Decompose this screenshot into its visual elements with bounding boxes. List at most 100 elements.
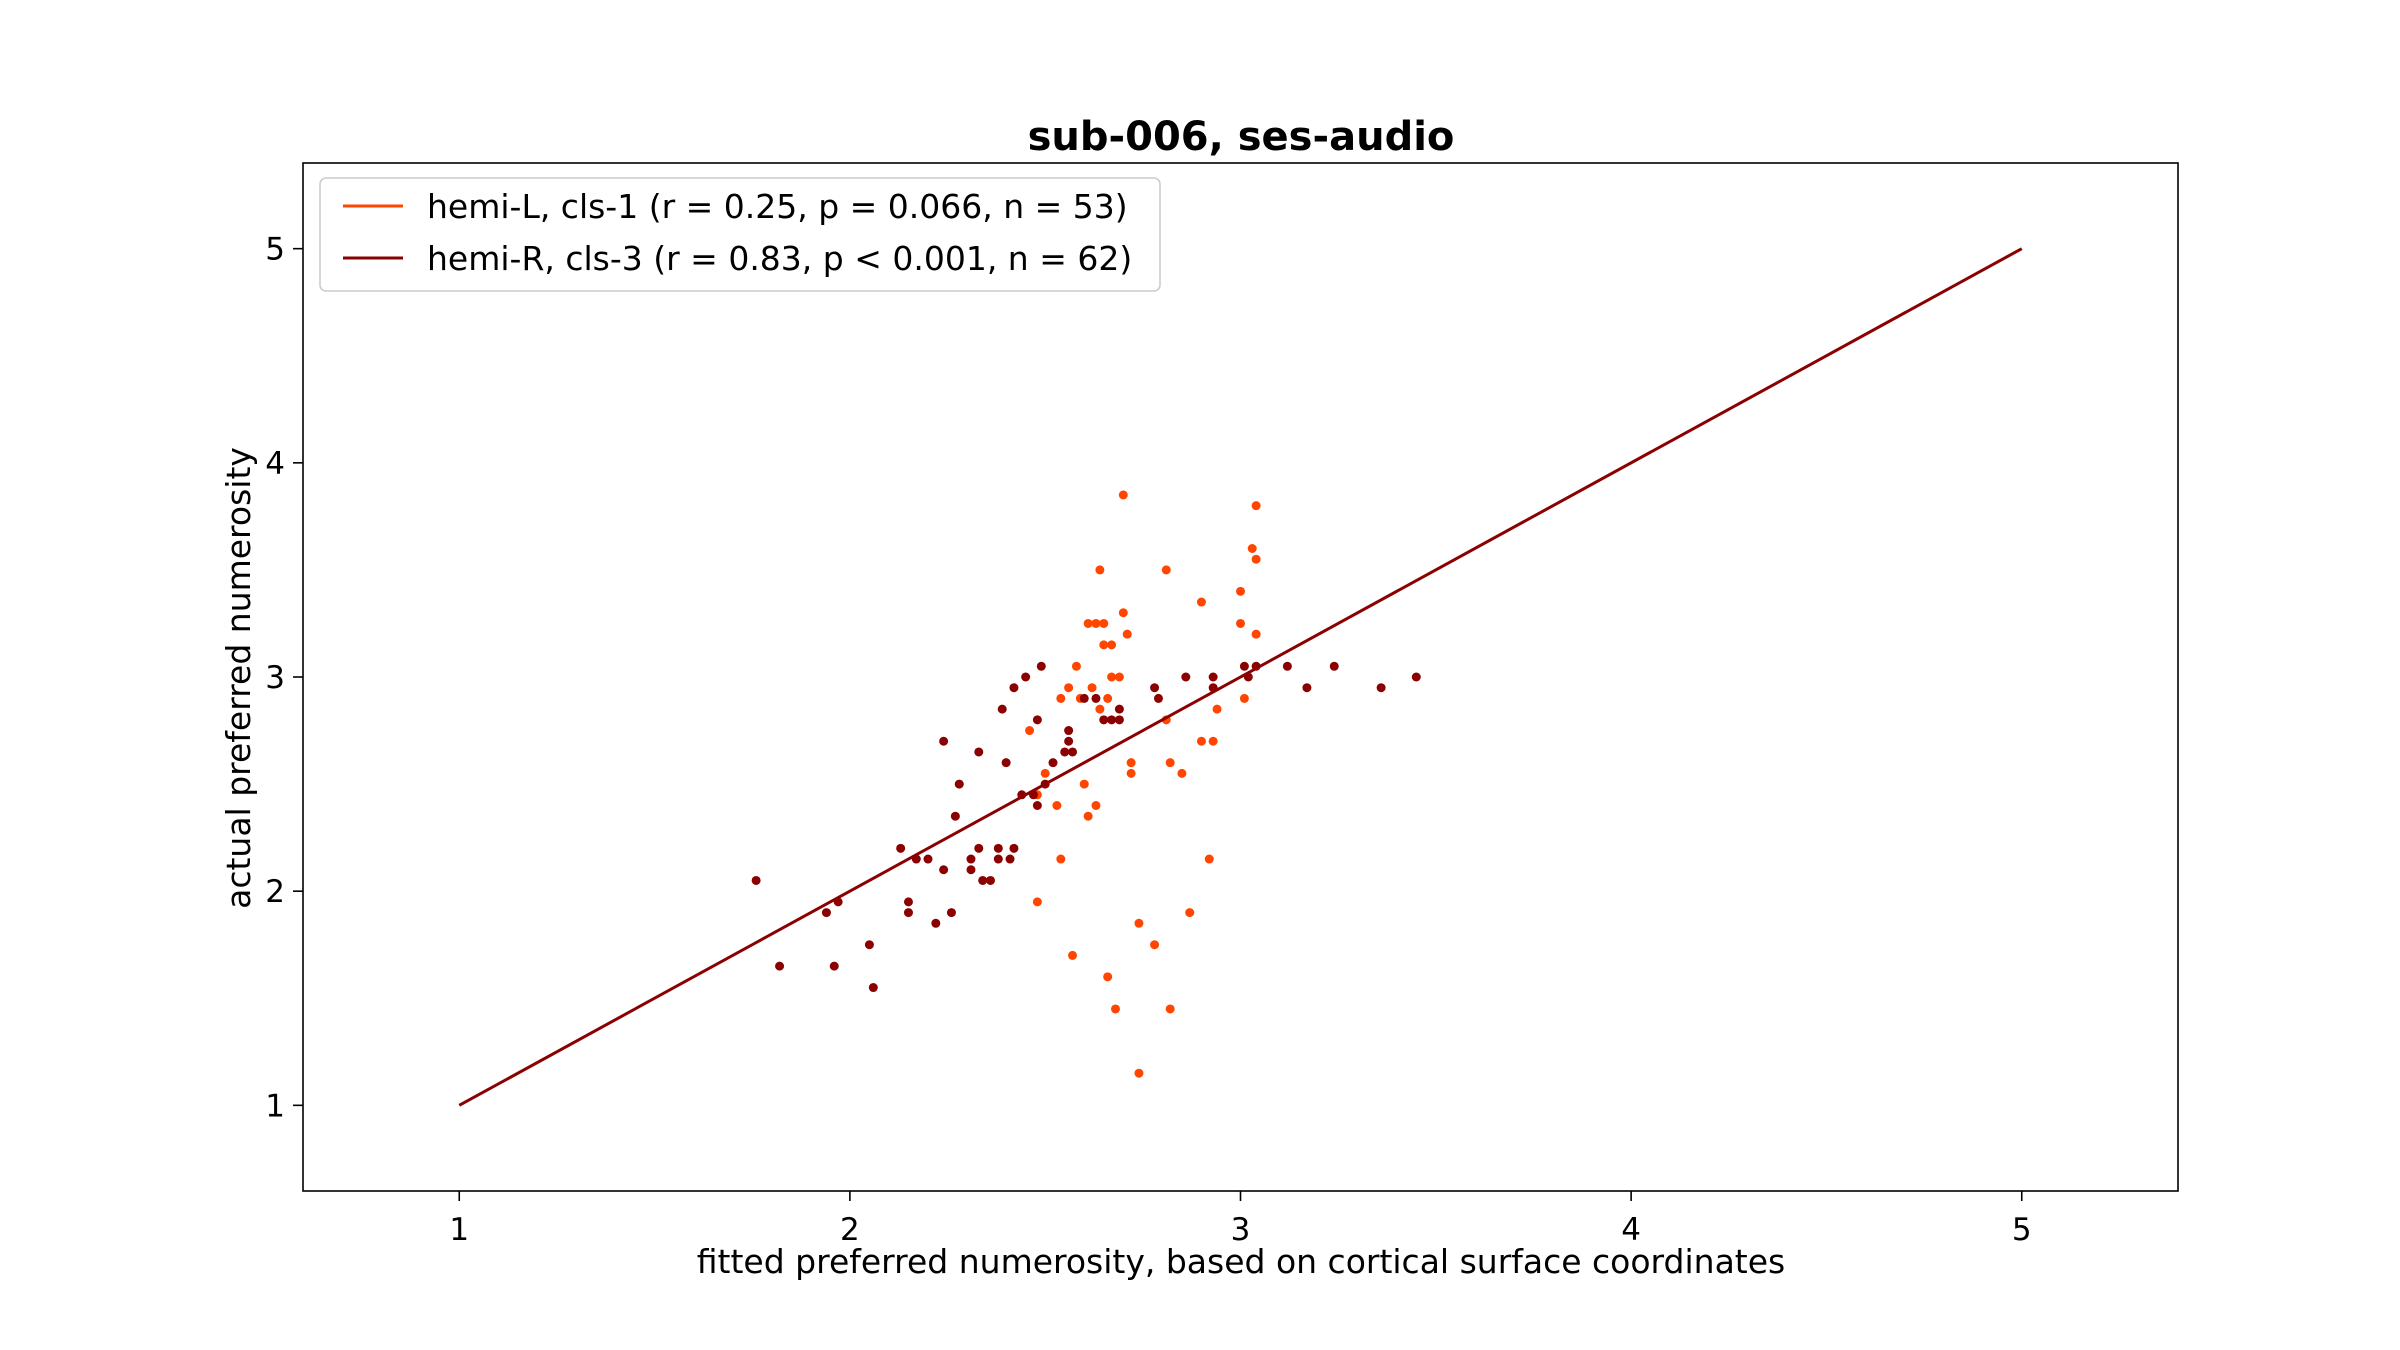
- data-point-series-1-0: [1036, 661, 1046, 671]
- data-point-series-1-30: [1048, 758, 1058, 768]
- plot-area: [302, 162, 2179, 1192]
- y-axis-ticks: 1 2 3 4 5: [265, 232, 303, 1124]
- data-point-series-0-50: [1165, 1004, 1175, 1014]
- data-point-series-0-43: [1032, 897, 1042, 907]
- y-tick-label-3: 4: [265, 446, 285, 482]
- data-point-series-1-28: [1068, 747, 1078, 757]
- data-point-series-1-47: [978, 875, 988, 885]
- data-point-series-1-12: [1208, 672, 1218, 682]
- data-point-series-1-45: [939, 865, 949, 875]
- data-point-series-1-36: [896, 843, 906, 853]
- data-point-series-1-16: [1091, 693, 1101, 703]
- legend-box: [319, 177, 1161, 292]
- data-point-series-0-41: [1056, 854, 1066, 864]
- data-point-series-1-55: [931, 918, 941, 928]
- data-point-series-1-37: [974, 843, 984, 853]
- data-point-series-1-22: [1107, 715, 1117, 725]
- data-point-series-1-14: [1411, 672, 1421, 682]
- data-point-series-1-39: [1009, 843, 1019, 853]
- data-point-series-0-31: [1208, 736, 1218, 746]
- data-point-series-0-49: [1111, 1004, 1120, 1014]
- data-point-series-1-56: [864, 940, 874, 950]
- x-tick-label-0: 1: [449, 1212, 469, 1248]
- data-point-series-1-20: [997, 704, 1007, 714]
- data-point-series-1-11: [1181, 672, 1191, 682]
- data-point-series-1-48: [986, 875, 995, 885]
- data-point-series-0-26: [1095, 704, 1105, 714]
- legend: hemi-L, cls-1 (r = 0.25, p = 0.066, n = …: [319, 177, 1161, 292]
- data-point-series-1-8: [1302, 683, 1312, 693]
- x-tick-label-3: 4: [1621, 1212, 1641, 1248]
- data-point-series-0-44: [1185, 908, 1195, 918]
- data-point-series-0-25: [1239, 693, 1249, 703]
- data-point-series-1-27: [1060, 747, 1070, 757]
- data-point-series-0-2: [1247, 544, 1257, 553]
- data-point-series-1-46: [966, 865, 976, 875]
- data-point-series-0-13: [1122, 629, 1132, 639]
- data-point-series-1-58: [829, 961, 839, 971]
- data-point-series-0-48: [1103, 972, 1113, 982]
- data-point-series-0-20: [1064, 683, 1074, 693]
- data-point-series-1-1: [1329, 661, 1339, 671]
- data-point-series-0-12: [1236, 618, 1245, 628]
- x-tick-label-1: 2: [840, 1212, 860, 1248]
- data-point-series-0-32: [1126, 758, 1136, 768]
- data-point-series-1-59: [868, 983, 878, 993]
- data-point-series-1-10: [1021, 672, 1031, 682]
- data-point-series-1-54: [946, 908, 956, 918]
- data-point-series-0-14: [1251, 629, 1261, 639]
- data-point-series-0-17: [1071, 661, 1081, 671]
- data-point-series-1-4: [1239, 661, 1249, 671]
- data-point-series-1-38: [993, 843, 1003, 853]
- data-point-series-0-18: [1107, 672, 1117, 682]
- data-point-series-0-1: [1251, 501, 1261, 511]
- data-point-series-0-39: [1052, 801, 1062, 810]
- data-point-series-0-5: [1161, 565, 1171, 575]
- chart-title: sub-006, ses-audio: [1028, 114, 1455, 160]
- data-point-series-0-3: [1251, 554, 1261, 564]
- data-point-series-1-19: [1064, 726, 1074, 736]
- data-point-series-1-26: [974, 747, 984, 757]
- data-point-series-1-5: [1009, 683, 1019, 693]
- data-point-series-1-60: [1079, 693, 1089, 703]
- data-point-series-0-37: [1079, 779, 1089, 789]
- data-point-series-0-24: [1103, 693, 1113, 703]
- data-point-series-1-2: [1282, 661, 1292, 671]
- data-point-series-0-27: [1212, 704, 1222, 714]
- data-points: [751, 490, 1421, 1078]
- data-point-series-1-35: [950, 811, 960, 821]
- data-point-series-0-19: [1114, 672, 1124, 682]
- x-axis-ticks: 1 2 3 4 5: [449, 1191, 2032, 1248]
- data-point-series-1-53: [903, 908, 913, 918]
- data-point-series-0-22: [1056, 693, 1066, 703]
- data-point-series-0-11: [1099, 618, 1109, 628]
- y-tick-label-2: 3: [265, 660, 285, 696]
- data-point-series-1-15: [1032, 715, 1042, 725]
- data-point-series-0-33: [1165, 758, 1175, 768]
- data-point-series-0-15: [1099, 640, 1109, 650]
- data-point-series-0-36: [1040, 768, 1050, 778]
- data-point-series-0-51: [1134, 1068, 1144, 1078]
- legend-label-hemi-r: hemi-R, cls-3 (r = 0.83, p < 0.001, n = …: [427, 239, 1132, 278]
- data-point-series-0-38: [1091, 801, 1101, 810]
- data-point-series-0-35: [1177, 768, 1187, 778]
- data-point-series-0-46: [1150, 940, 1160, 950]
- data-point-series-1-21: [1099, 715, 1109, 725]
- data-point-series-0-21: [1087, 683, 1097, 693]
- y-axis-label: actual preferred numerosity: [219, 447, 258, 909]
- data-point-series-1-18: [1153, 693, 1163, 703]
- data-point-series-1-17: [1114, 704, 1124, 714]
- data-point-series-0-16: [1107, 640, 1117, 650]
- data-point-series-1-52: [821, 908, 831, 918]
- data-point-series-1-31: [954, 779, 964, 789]
- x-tick-label-2: 3: [1231, 1212, 1251, 1248]
- data-point-series-0-45: [1134, 918, 1144, 928]
- identity-line: [458, 247, 2023, 1107]
- data-point-series-0-29: [1025, 726, 1035, 736]
- data-point-series-1-34: [1032, 801, 1042, 810]
- data-point-series-0-9: [1083, 618, 1093, 628]
- data-point-series-1-23: [1114, 715, 1124, 725]
- data-point-series-1-44: [1005, 854, 1015, 864]
- data-point-series-1-9: [1376, 683, 1386, 693]
